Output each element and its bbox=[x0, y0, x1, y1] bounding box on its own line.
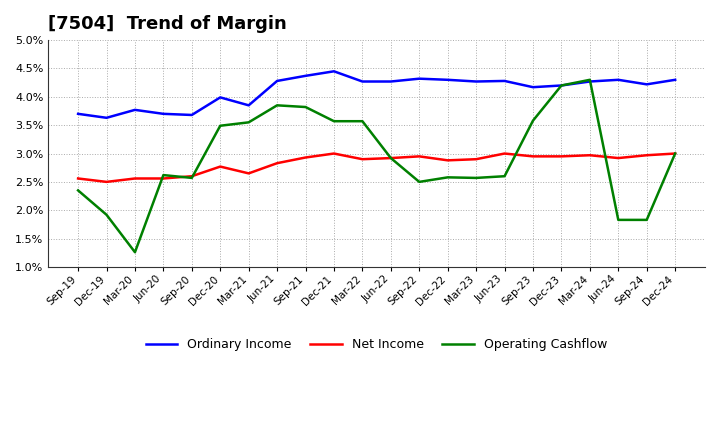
Ordinary Income bbox=[273, 78, 282, 84]
Ordinary Income bbox=[387, 79, 395, 84]
Operating Cashflow bbox=[387, 155, 395, 161]
Net Income bbox=[528, 154, 537, 159]
Ordinary Income bbox=[444, 77, 452, 82]
Ordinary Income bbox=[159, 111, 168, 117]
Net Income bbox=[642, 153, 651, 158]
Ordinary Income bbox=[415, 76, 423, 81]
Net Income bbox=[187, 173, 196, 179]
Ordinary Income bbox=[614, 77, 623, 82]
Operating Cashflow bbox=[585, 77, 594, 82]
Ordinary Income bbox=[187, 112, 196, 117]
Operating Cashflow bbox=[415, 179, 423, 184]
Net Income bbox=[557, 154, 566, 159]
Net Income bbox=[130, 176, 139, 181]
Ordinary Income bbox=[244, 103, 253, 108]
Net Income bbox=[330, 151, 338, 156]
Text: [7504]  Trend of Margin: [7504] Trend of Margin bbox=[48, 15, 287, 33]
Net Income bbox=[387, 155, 395, 161]
Operating Cashflow bbox=[642, 217, 651, 223]
Ordinary Income bbox=[102, 115, 111, 121]
Ordinary Income bbox=[557, 83, 566, 88]
Operating Cashflow bbox=[500, 173, 509, 179]
Operating Cashflow bbox=[301, 104, 310, 110]
Operating Cashflow bbox=[472, 175, 480, 180]
Net Income bbox=[102, 179, 111, 184]
Net Income bbox=[500, 151, 509, 156]
Net Income bbox=[585, 153, 594, 158]
Ordinary Income bbox=[472, 79, 480, 84]
Ordinary Income bbox=[585, 79, 594, 84]
Ordinary Income bbox=[358, 79, 366, 84]
Operating Cashflow bbox=[330, 118, 338, 124]
Net Income bbox=[301, 155, 310, 160]
Ordinary Income bbox=[216, 95, 225, 100]
Net Income bbox=[358, 157, 366, 162]
Net Income bbox=[671, 151, 680, 156]
Operating Cashflow bbox=[273, 103, 282, 108]
Operating Cashflow bbox=[73, 188, 82, 193]
Net Income bbox=[73, 176, 82, 181]
Operating Cashflow bbox=[671, 151, 680, 156]
Net Income bbox=[159, 176, 168, 181]
Operating Cashflow bbox=[557, 83, 566, 88]
Operating Cashflow bbox=[102, 212, 111, 217]
Operating Cashflow bbox=[159, 172, 168, 178]
Ordinary Income bbox=[500, 78, 509, 84]
Net Income bbox=[444, 158, 452, 163]
Ordinary Income bbox=[130, 107, 139, 113]
Operating Cashflow bbox=[187, 175, 196, 180]
Net Income bbox=[244, 171, 253, 176]
Ordinary Income bbox=[73, 111, 82, 117]
Net Income bbox=[472, 157, 480, 162]
Ordinary Income bbox=[642, 82, 651, 87]
Net Income bbox=[614, 155, 623, 161]
Line: Net Income: Net Income bbox=[78, 154, 675, 182]
Line: Operating Cashflow: Operating Cashflow bbox=[78, 80, 675, 252]
Operating Cashflow bbox=[444, 175, 452, 180]
Operating Cashflow bbox=[358, 118, 366, 124]
Ordinary Income bbox=[301, 73, 310, 78]
Operating Cashflow bbox=[216, 123, 225, 128]
Ordinary Income bbox=[528, 84, 537, 90]
Ordinary Income bbox=[671, 77, 680, 82]
Legend: Ordinary Income, Net Income, Operating Cashflow: Ordinary Income, Net Income, Operating C… bbox=[141, 333, 612, 356]
Operating Cashflow bbox=[244, 120, 253, 125]
Operating Cashflow bbox=[614, 217, 623, 223]
Operating Cashflow bbox=[528, 118, 537, 123]
Operating Cashflow bbox=[130, 249, 139, 255]
Net Income bbox=[273, 161, 282, 166]
Line: Ordinary Income: Ordinary Income bbox=[78, 71, 675, 118]
Ordinary Income bbox=[330, 69, 338, 74]
Net Income bbox=[216, 164, 225, 169]
Net Income bbox=[415, 154, 423, 159]
